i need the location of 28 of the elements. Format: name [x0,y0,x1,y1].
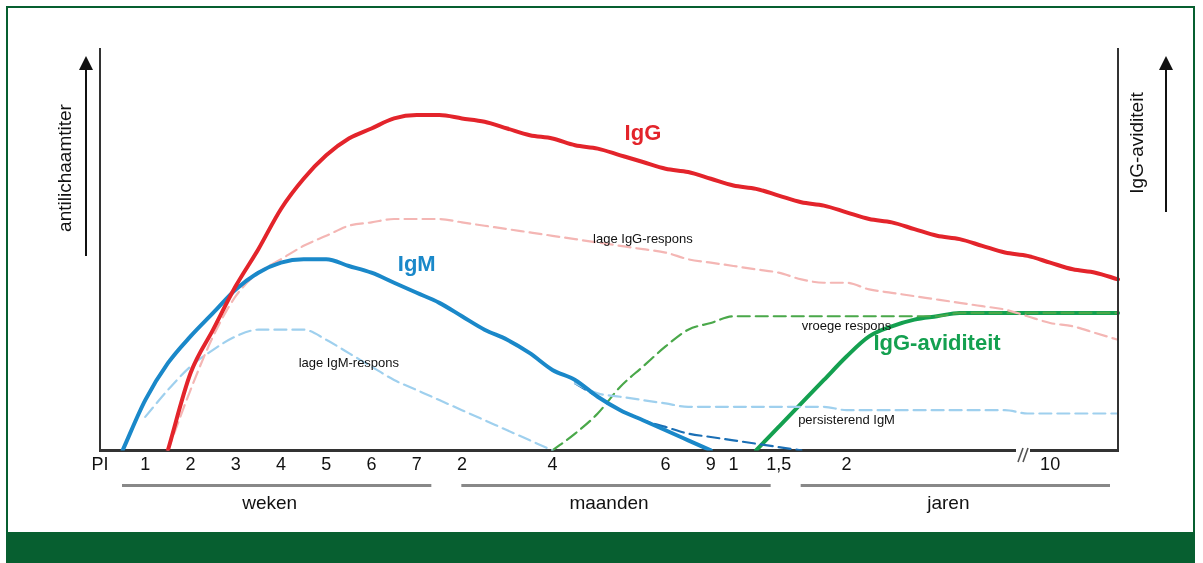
series-label: lage IgM-respons [298,354,400,370]
y-axis-title: antilichaamtiter [54,103,76,232]
x-tick-label: 5 [321,454,332,475]
text: jaren [926,491,970,513]
x-tick-label: 4 [547,454,558,475]
x-tick-label: 10 [1040,454,1061,475]
x-tick-label: 2 [456,454,467,475]
text: maanden [569,491,649,513]
series-label: IgG-aviditeit [873,330,1002,356]
series-label: lage IgG-respons [593,230,694,246]
series-label: IgG [624,120,662,146]
x-tick-label: 9 [705,454,716,475]
series-label: persisterend IgM [798,411,895,427]
x-tick-label: 1,5 [766,454,792,475]
x-tick-label: 2 [841,454,852,475]
text: weken [241,491,298,513]
x-tick-label: 4 [275,454,286,475]
y2-axis-title: IgG-aviditeit [1126,91,1148,194]
x-tick-label: 3 [230,454,241,475]
x-tick-label: 2 [185,454,196,475]
x-tick-label: PI [91,454,109,475]
series-label: vroege respons [801,317,892,333]
x-tick-label: 6 [366,454,377,475]
x-tick-label: 6 [660,454,671,475]
series-label: IgM [397,250,436,276]
x-tick-label: 1 [728,454,739,475]
x-tick-label: 7 [411,454,422,475]
x-tick-label: 1 [140,454,151,475]
